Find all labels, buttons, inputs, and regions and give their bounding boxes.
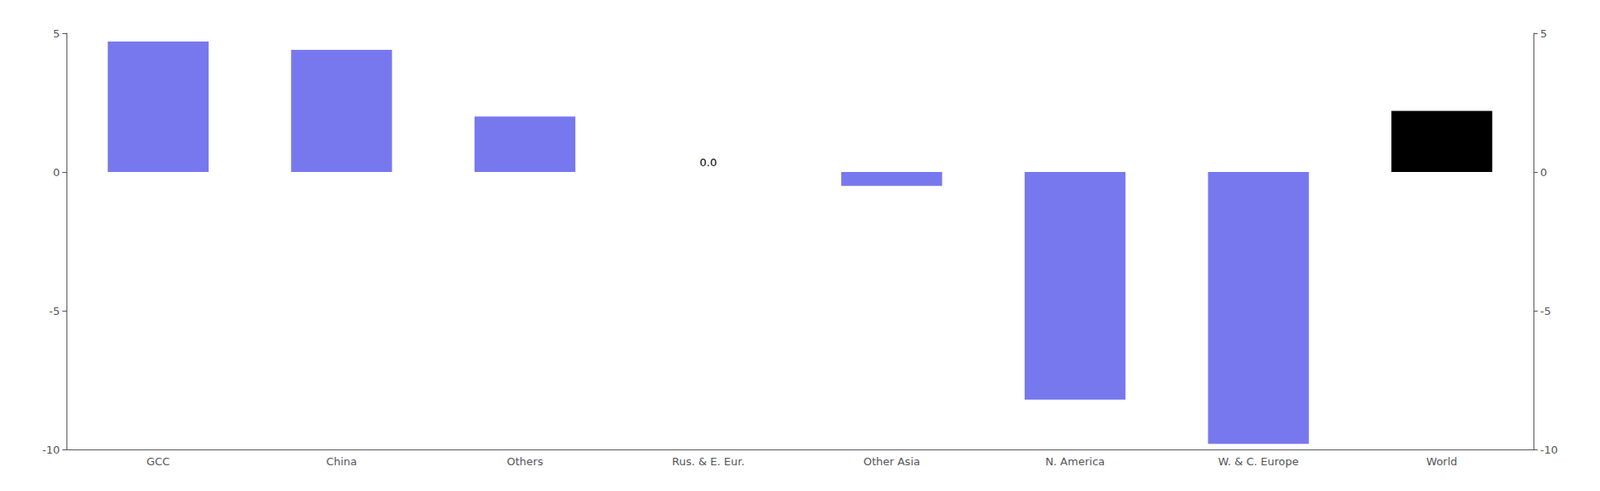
- svg-text:GCC: GCC: [146, 455, 170, 468]
- svg-text:N. America: N. America: [1045, 455, 1106, 468]
- svg-text:-10: -10: [42, 443, 60, 457]
- svg-text:0: 0: [1540, 166, 1547, 179]
- svg-text:-5: -5: [49, 305, 60, 318]
- svg-text:Rus. & E. Eur.: Rus. & E. Eur.: [672, 455, 745, 468]
- svg-text:Others: Others: [507, 455, 544, 468]
- svg-text:0.0: 0.0: [699, 156, 718, 169]
- svg-text:0: 0: [53, 166, 60, 179]
- svg-text:-5: -5: [1540, 305, 1551, 318]
- svg-text:China: China: [325, 455, 357, 468]
- svg-text:5: 5: [53, 27, 60, 40]
- svg-text:W. & C. Europe: W. & C. Europe: [1218, 455, 1300, 468]
- svg-text:5: 5: [1540, 27, 1547, 40]
- svg-text:Other Asia: Other Asia: [863, 455, 921, 468]
- svg-text:-10: -10: [1540, 443, 1558, 457]
- svg-text:World: World: [1426, 455, 1458, 468]
